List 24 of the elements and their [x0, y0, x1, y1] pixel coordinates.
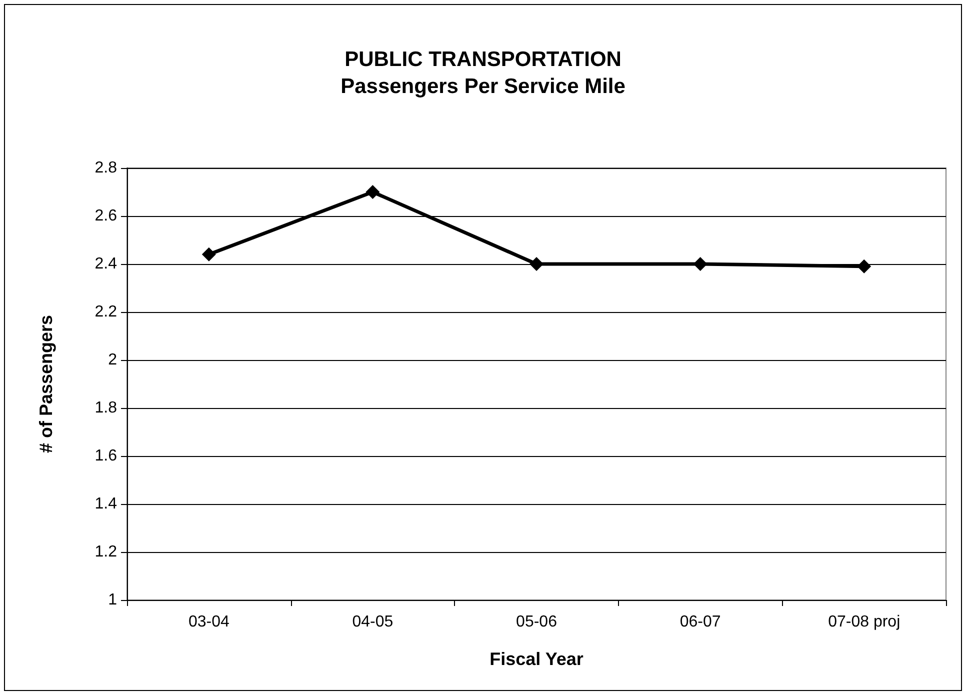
y-tick-label: 1.8: [94, 400, 118, 416]
x-axis-title: Fiscal Year: [490, 649, 584, 669]
y-tick-label: 2.2: [94, 304, 118, 320]
y-tick-label: 1.6: [94, 448, 118, 464]
x-tick-label: 03-04: [188, 614, 230, 630]
point: [530, 257, 544, 271]
x-tick-label: 06-07: [680, 614, 721, 630]
chart-title: PUBLIC TRANSPORTATION: [344, 48, 622, 71]
point: [857, 259, 872, 274]
y-tick-label: 1.4: [94, 496, 118, 512]
y-tick-label: 2.4: [94, 256, 118, 272]
point: [693, 257, 708, 271]
x-tick-label: 07-08 proj: [828, 614, 900, 630]
x-tick-label: 05-06: [516, 614, 558, 630]
y-axis-title: # of Passengers: [36, 314, 56, 454]
y-tick-label: 1.2: [94, 544, 118, 560]
y-tick-label: 2.6: [94, 208, 118, 224]
y-tick-label: 1: [108, 592, 118, 608]
point: [366, 185, 380, 199]
x-tick-label: 04-05: [352, 614, 394, 630]
chart-subtitle: Passengers Per Service Mile: [340, 75, 626, 98]
y-tick-label: 2.8: [94, 160, 118, 176]
point: [202, 247, 216, 262]
y-tick-label: 2: [108, 352, 118, 368]
